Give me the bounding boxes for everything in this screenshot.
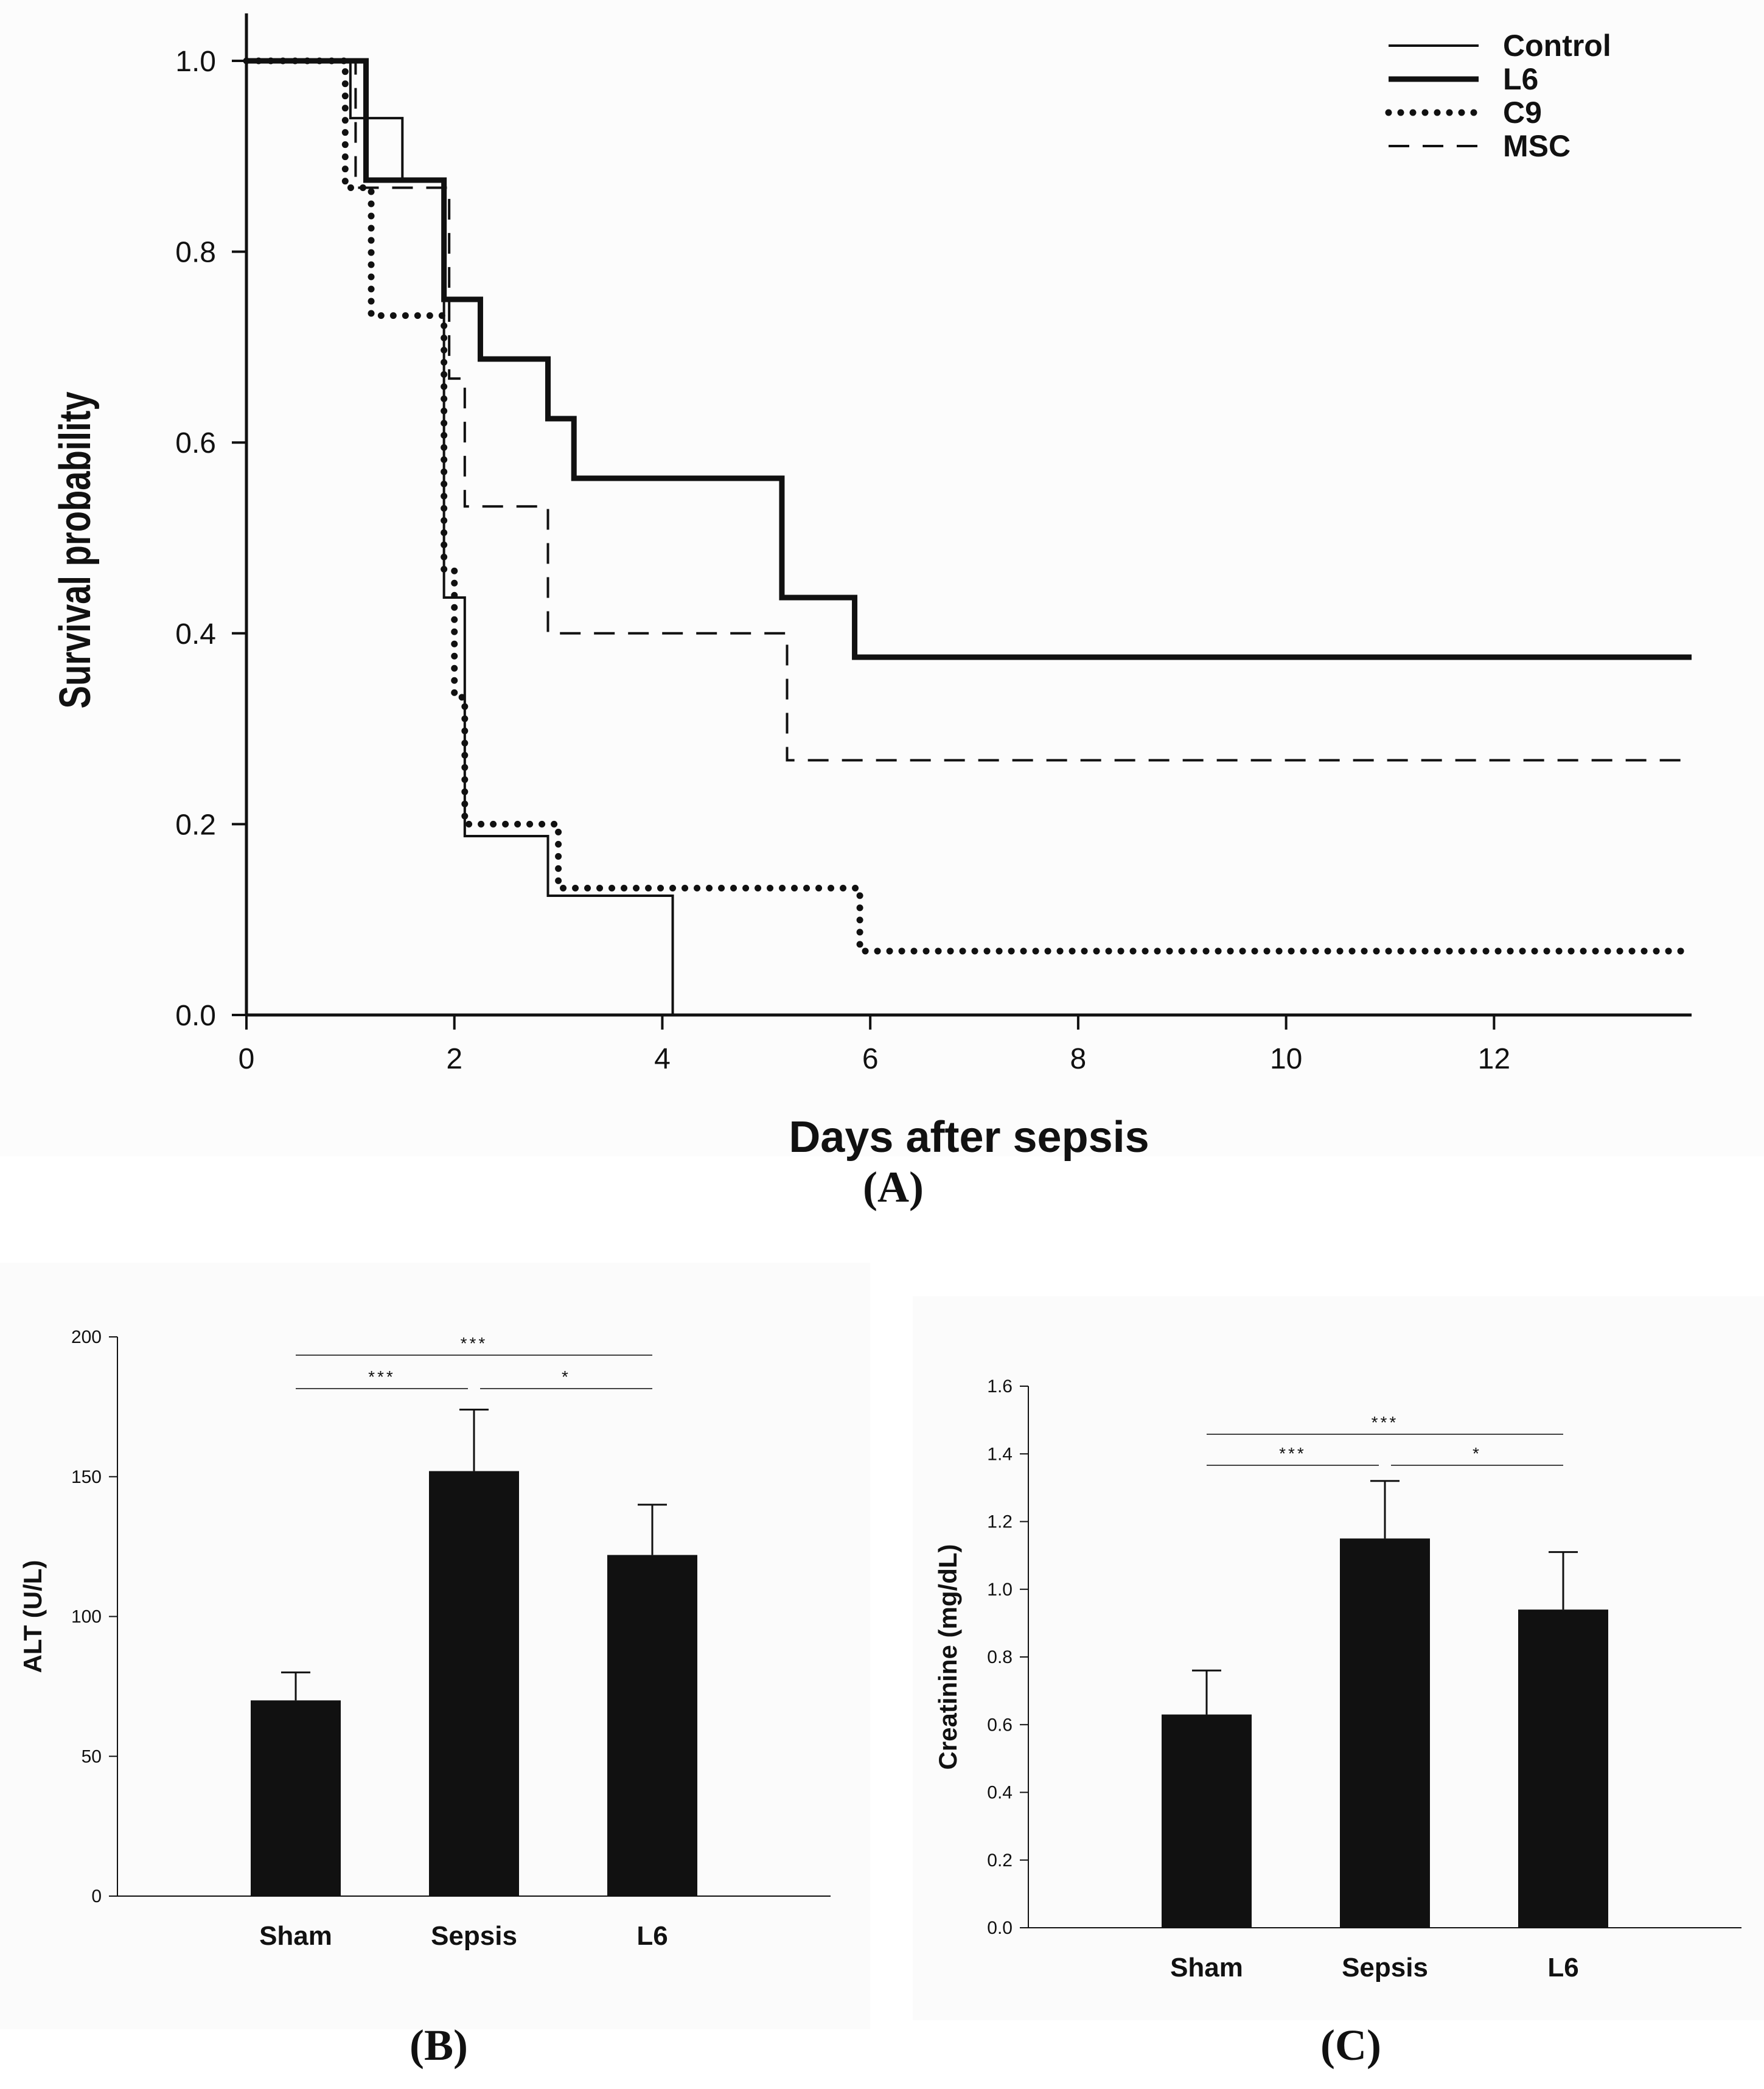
panel-c-background — [913, 1296, 1764, 2020]
panel-a-background — [0, 0, 1764, 1156]
bar-sepsis — [1340, 1538, 1430, 1928]
series-line-msc — [246, 60, 1692, 762]
bar-l6 — [607, 1555, 697, 1896]
y-tick-label: 1.2 — [987, 1512, 1013, 1532]
y-tick-label: 0.2 — [175, 809, 216, 841]
significance-label: *** — [368, 1367, 396, 1386]
y-tick-label: 0.8 — [987, 1647, 1013, 1667]
y-tick-label: 0.0 — [987, 1918, 1013, 1938]
x-tick-label: 4 — [654, 1043, 671, 1075]
bar-sham — [251, 1700, 341, 1896]
y-tick-label: 0.4 — [987, 1783, 1013, 1803]
significance-label: * — [1473, 1444, 1482, 1463]
y-tick-label: 0.4 — [175, 618, 216, 650]
legend-label-c9: C9 — [1503, 96, 1542, 130]
legend-label-control: Control — [1503, 29, 1611, 63]
y-tick-label: 200 — [71, 1327, 102, 1347]
y-tick-label: 0.8 — [175, 237, 216, 269]
creatinine-bar-chart: 0.0 0.2 0.4 0.6 0.8 1.0 1.2 1.4 1.6 Creatinine (m… — [933, 1376, 1741, 1983]
y-tick-label: 50 — [82, 1746, 102, 1766]
y-tick-label: 0.6 — [987, 1715, 1013, 1735]
y-axis-title: ALT (U/L) — [18, 1560, 47, 1673]
x-axis-title: Days after sepsis — [789, 1113, 1149, 1162]
category-label-l6: L6 — [1547, 1953, 1578, 1983]
y-tick-label: 1.0 — [175, 46, 216, 78]
bar-l6 — [1518, 1609, 1608, 1928]
bar-sepsis — [429, 1471, 519, 1896]
y-tick-label: 1.0 — [987, 1580, 1013, 1600]
y-tick-label: 0.0 — [175, 1000, 216, 1032]
significance-label: * — [562, 1367, 571, 1386]
legend-label-msc: MSC — [1503, 129, 1571, 163]
y-axis-title: Survival probability — [51, 391, 99, 708]
category-label-l6: L6 — [636, 1921, 668, 1951]
y-tick-label: 0.2 — [987, 1850, 1013, 1871]
category-label-sham: Sham — [1170, 1953, 1243, 1983]
significance-label: *** — [461, 1334, 488, 1353]
x-tick-label: 0 — [239, 1043, 255, 1075]
x-tick-label: 2 — [446, 1043, 462, 1075]
survival-chart: 0 2 4 6 8 10 12 0.0 0.2 0.4 0.6 0.8 1.0 Days after se… — [51, 13, 1695, 1162]
bar-sham — [1162, 1714, 1252, 1928]
panel-b-label: (B) — [410, 2021, 468, 2070]
panel-c-label: (C) — [1320, 2021, 1381, 2070]
series-line-l6 — [246, 58, 1692, 660]
series-line-c9 — [243, 57, 1695, 955]
category-label-sepsis: Sepsis — [1342, 1953, 1428, 1983]
x-tick-label: 6 — [862, 1043, 879, 1075]
legend-label-l6: L6 — [1503, 62, 1538, 96]
y-axis-title: Creatinine (mg/dL) — [933, 1544, 962, 1770]
y-tick-label: 0.6 — [175, 427, 216, 459]
x-tick-label: 12 — [1478, 1043, 1510, 1075]
y-tick-label: 100 — [71, 1607, 102, 1627]
significance-label: *** — [1279, 1444, 1306, 1463]
y-tick-label: 150 — [71, 1467, 102, 1487]
significance-label: *** — [1372, 1413, 1399, 1432]
x-tick-label: 8 — [1070, 1043, 1087, 1075]
category-label-sham: Sham — [259, 1921, 332, 1951]
y-tick-label: 0 — [91, 1886, 102, 1906]
x-tick-label: 10 — [1270, 1043, 1302, 1075]
y-tick-label: 1.6 — [987, 1376, 1013, 1397]
y-tick-label: 1.4 — [987, 1444, 1013, 1464]
series-line-control — [246, 60, 674, 1015]
category-label-sepsis: Sepsis — [431, 1921, 517, 1951]
panel-a-label: (A) — [863, 1163, 924, 1212]
